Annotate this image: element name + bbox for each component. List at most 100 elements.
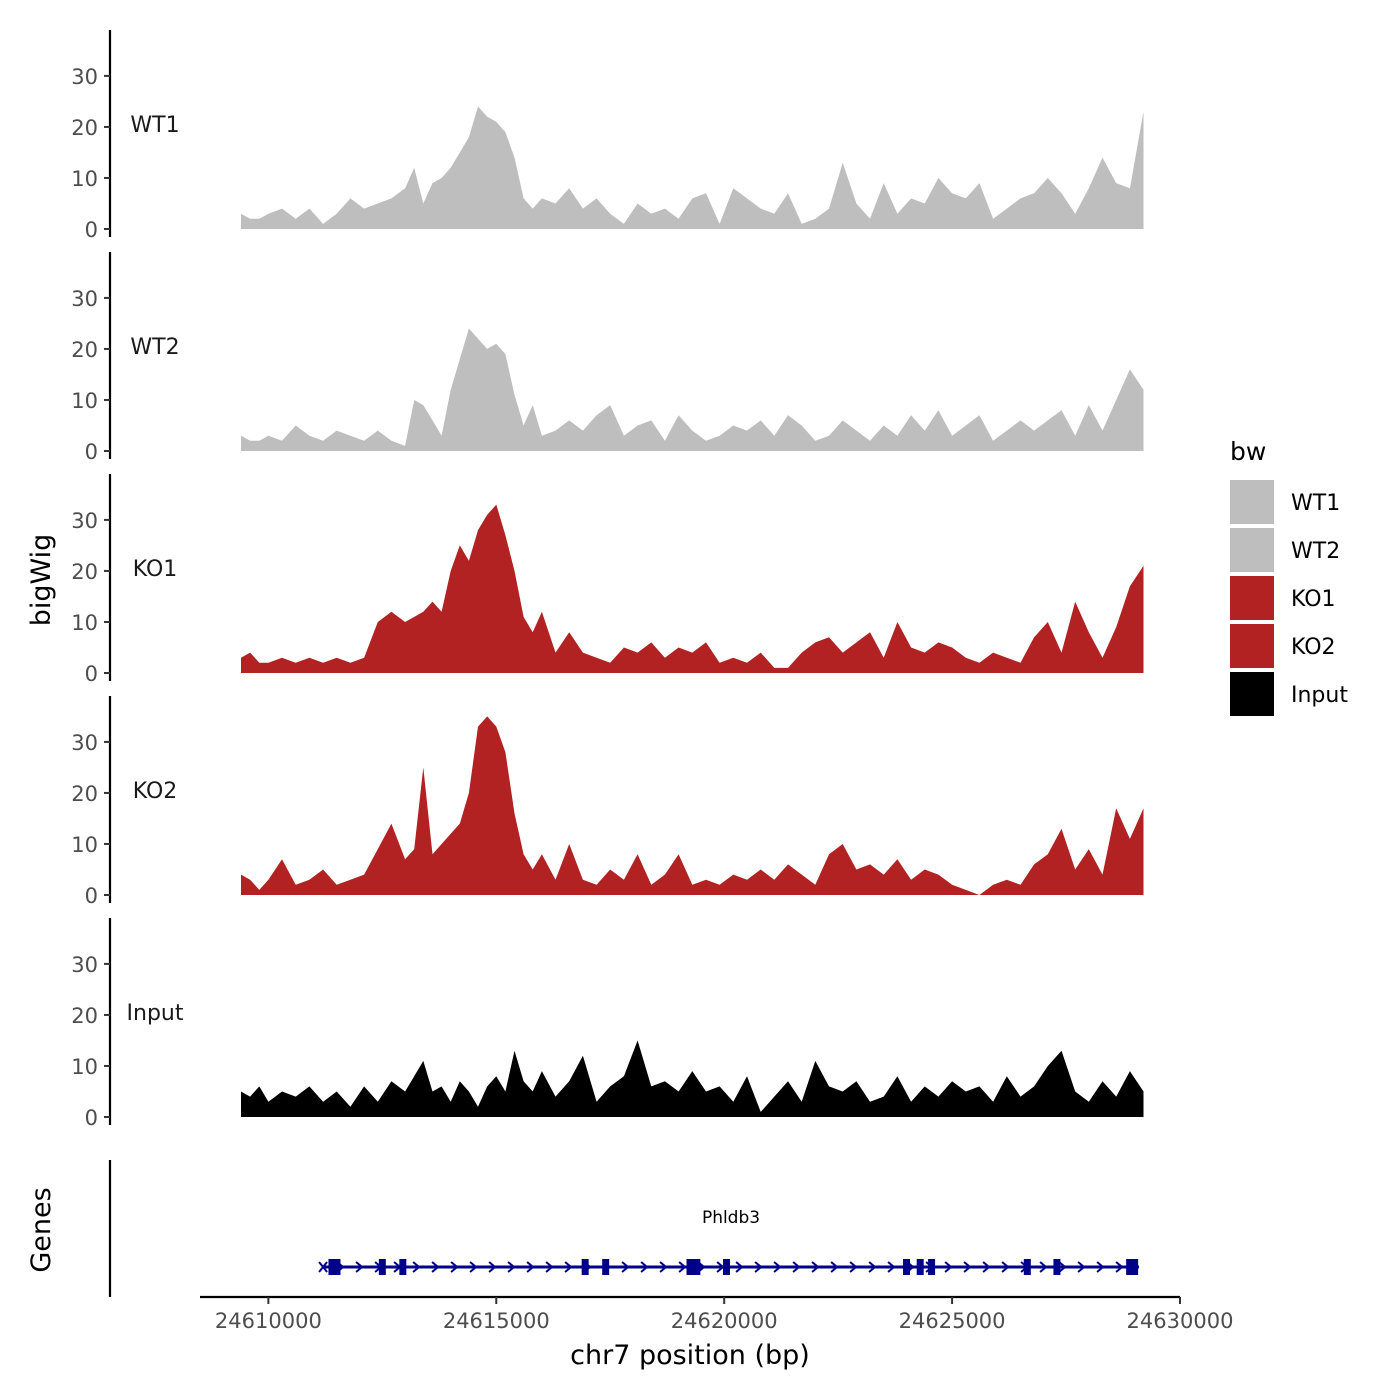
strand-arrow	[1058, 1261, 1067, 1273]
strand-arrow	[507, 1261, 516, 1273]
strand-arrow	[564, 1261, 573, 1273]
legend-label-ko2: KO2	[1291, 635, 1336, 660]
y-tick-label: 0	[85, 440, 98, 464]
exon	[722, 1259, 730, 1275]
genes-layer: Phldb3	[108, 1160, 1139, 1297]
strand-arrow	[735, 1261, 744, 1273]
tracks-layer: 0 10 20 30 WT1 0 10 20 30 WT2 0 10 20 30 KO1 0 10 20 30 KO2…	[71, 30, 1144, 1130]
y-tick-label: 20	[71, 338, 98, 362]
exon	[903, 1259, 911, 1275]
strand-arrow	[355, 1261, 364, 1273]
legend-label-wt2: WT2	[1291, 539, 1340, 564]
y-tick-label: 10	[71, 1055, 98, 1079]
track-area-input	[241, 1040, 1144, 1117]
legend-swatch-wt2	[1230, 528, 1274, 572]
strand-arrow	[830, 1261, 839, 1273]
y-tick-label: 30	[71, 287, 98, 311]
track-label: KO2	[133, 779, 178, 804]
genes-axis-title: Genes	[26, 1187, 57, 1272]
strand-arrow	[944, 1261, 953, 1273]
y-tick-label: 0	[85, 884, 98, 908]
y-tick-label: 20	[71, 560, 98, 584]
y-tick-label: 30	[71, 953, 98, 977]
y-tick-label: 30	[71, 65, 98, 89]
strand-arrow	[792, 1261, 801, 1273]
track-label: WT1	[130, 113, 179, 138]
x-tick-label: 24625000	[899, 1309, 1006, 1333]
strand-arrow	[678, 1261, 687, 1273]
strand-arrow	[1115, 1261, 1124, 1273]
strand-arrow	[412, 1261, 421, 1273]
x-tick-label: 24615000	[443, 1309, 550, 1333]
y-tick-label: 0	[85, 662, 98, 686]
strand-arrow	[1039, 1261, 1048, 1273]
strand-arrow	[887, 1261, 896, 1273]
y-tick-label: 10	[71, 389, 98, 413]
x-axis-title: chr7 position (bp)	[570, 1340, 810, 1371]
strand-arrow	[621, 1261, 630, 1273]
exon	[1126, 1259, 1139, 1275]
y-tick-label: 20	[71, 782, 98, 806]
track-ko2: 0 10 20 30 KO2	[71, 696, 1144, 908]
exon	[602, 1259, 610, 1275]
strand-arrow	[982, 1261, 991, 1273]
exon	[399, 1259, 407, 1275]
track-area-ko2	[241, 716, 1144, 895]
strand-arrow	[469, 1261, 478, 1273]
exon	[686, 1259, 694, 1275]
strand-arrow	[488, 1261, 497, 1273]
strand-arrow	[754, 1261, 763, 1273]
track-ko1: 0 10 20 30 KO1	[71, 474, 1144, 686]
y-tick-label: 30	[71, 731, 98, 755]
exon	[378, 1259, 386, 1275]
y-tick-label: 0	[85, 218, 98, 242]
strand-arrow	[450, 1261, 459, 1273]
exon	[928, 1259, 936, 1275]
x-axis: 24610000 24615000 24620000 24625000 24630000	[200, 1295, 1234, 1333]
legend-label-ko1: KO1	[1291, 587, 1336, 612]
legend-label-input: Input	[1291, 683, 1348, 708]
strand-arrow	[868, 1261, 877, 1273]
gene-start-mark	[318, 1261, 328, 1273]
track-label: Input	[127, 1001, 184, 1026]
y-tick-label: 10	[71, 167, 98, 191]
track-wt2: 0 10 20 30 WT2	[71, 252, 1144, 464]
track-label: KO1	[133, 557, 178, 582]
y-tick-label: 10	[71, 611, 98, 635]
legend-title: bw	[1230, 437, 1266, 466]
legend-swatch-input	[1230, 672, 1274, 716]
exon	[581, 1259, 589, 1275]
y-tick-label: 20	[71, 116, 98, 140]
legend-swatch-ko2	[1230, 624, 1274, 668]
gene-label: Phldb3	[702, 1208, 760, 1228]
track-area-ko1	[241, 504, 1144, 673]
track-input: 0 10 20 30 Input	[71, 918, 1144, 1130]
strand-arrow	[640, 1261, 649, 1273]
strand-arrow	[811, 1261, 820, 1273]
legend: bw WT1 WT2 KO1 KO2 Input	[1230, 437, 1348, 716]
exon	[328, 1259, 341, 1275]
x-tick-label: 24630000	[1127, 1309, 1234, 1333]
y-tick-label: 20	[71, 1004, 98, 1028]
exon	[1023, 1259, 1031, 1275]
y-tick-label: 10	[71, 833, 98, 857]
strand-arrow	[1077, 1261, 1086, 1273]
strand-arrow	[963, 1261, 972, 1273]
strand-arrow	[773, 1261, 782, 1273]
strand-arrow	[849, 1261, 858, 1273]
track-label: WT2	[130, 335, 179, 360]
legend-swatch-wt1	[1230, 480, 1274, 524]
strand-arrow	[1001, 1261, 1010, 1273]
exon	[1053, 1259, 1061, 1275]
strand-arrow	[659, 1261, 668, 1273]
x-tick-label: 24620000	[671, 1309, 778, 1333]
legend-swatch-ko1	[1230, 576, 1274, 620]
exon	[916, 1259, 924, 1275]
exon	[693, 1259, 701, 1275]
x-tick-label: 24610000	[215, 1309, 322, 1333]
track-area-wt2	[241, 328, 1144, 451]
strand-arrow	[1096, 1261, 1105, 1273]
strand-arrow	[545, 1261, 554, 1273]
legend-label-wt1: WT1	[1291, 491, 1340, 516]
